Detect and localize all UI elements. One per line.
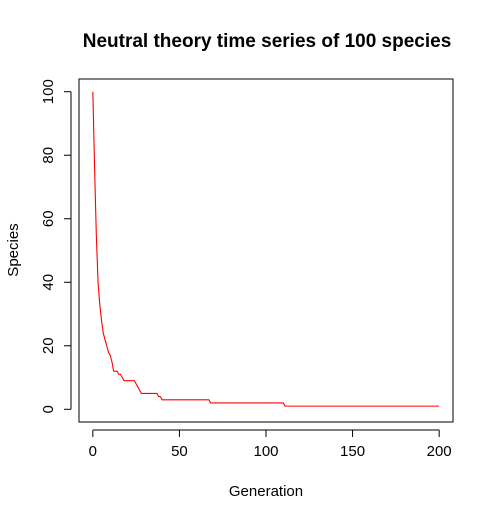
y-axis: 0 20 40 60 80 100 bbox=[40, 79, 72, 413]
x-axis: 0 50 100 150 200 bbox=[89, 429, 452, 460]
y-tick-label: 20 bbox=[40, 337, 57, 354]
series-layer bbox=[92, 91, 440, 407]
y-axis-label: Species bbox=[5, 223, 22, 276]
y-tick-label: 40 bbox=[40, 274, 57, 291]
y-tick-label: 60 bbox=[40, 210, 57, 227]
x-tick-label: 50 bbox=[171, 443, 188, 460]
x-tick-label: 100 bbox=[253, 443, 278, 460]
x-tick-label: 150 bbox=[340, 443, 365, 460]
series-line bbox=[92, 91, 440, 407]
plot-frame bbox=[78, 78, 454, 423]
y-tick-label: 80 bbox=[40, 147, 57, 164]
x-tick-label: 200 bbox=[427, 443, 452, 460]
y-tick-label: 100 bbox=[40, 79, 57, 104]
x-tick-label: 0 bbox=[89, 443, 97, 460]
chart-title: Neutral theory time series of 100 specie… bbox=[83, 31, 452, 52]
x-axis-label: Generation bbox=[229, 483, 303, 500]
y-tick-label: 0 bbox=[40, 405, 57, 413]
